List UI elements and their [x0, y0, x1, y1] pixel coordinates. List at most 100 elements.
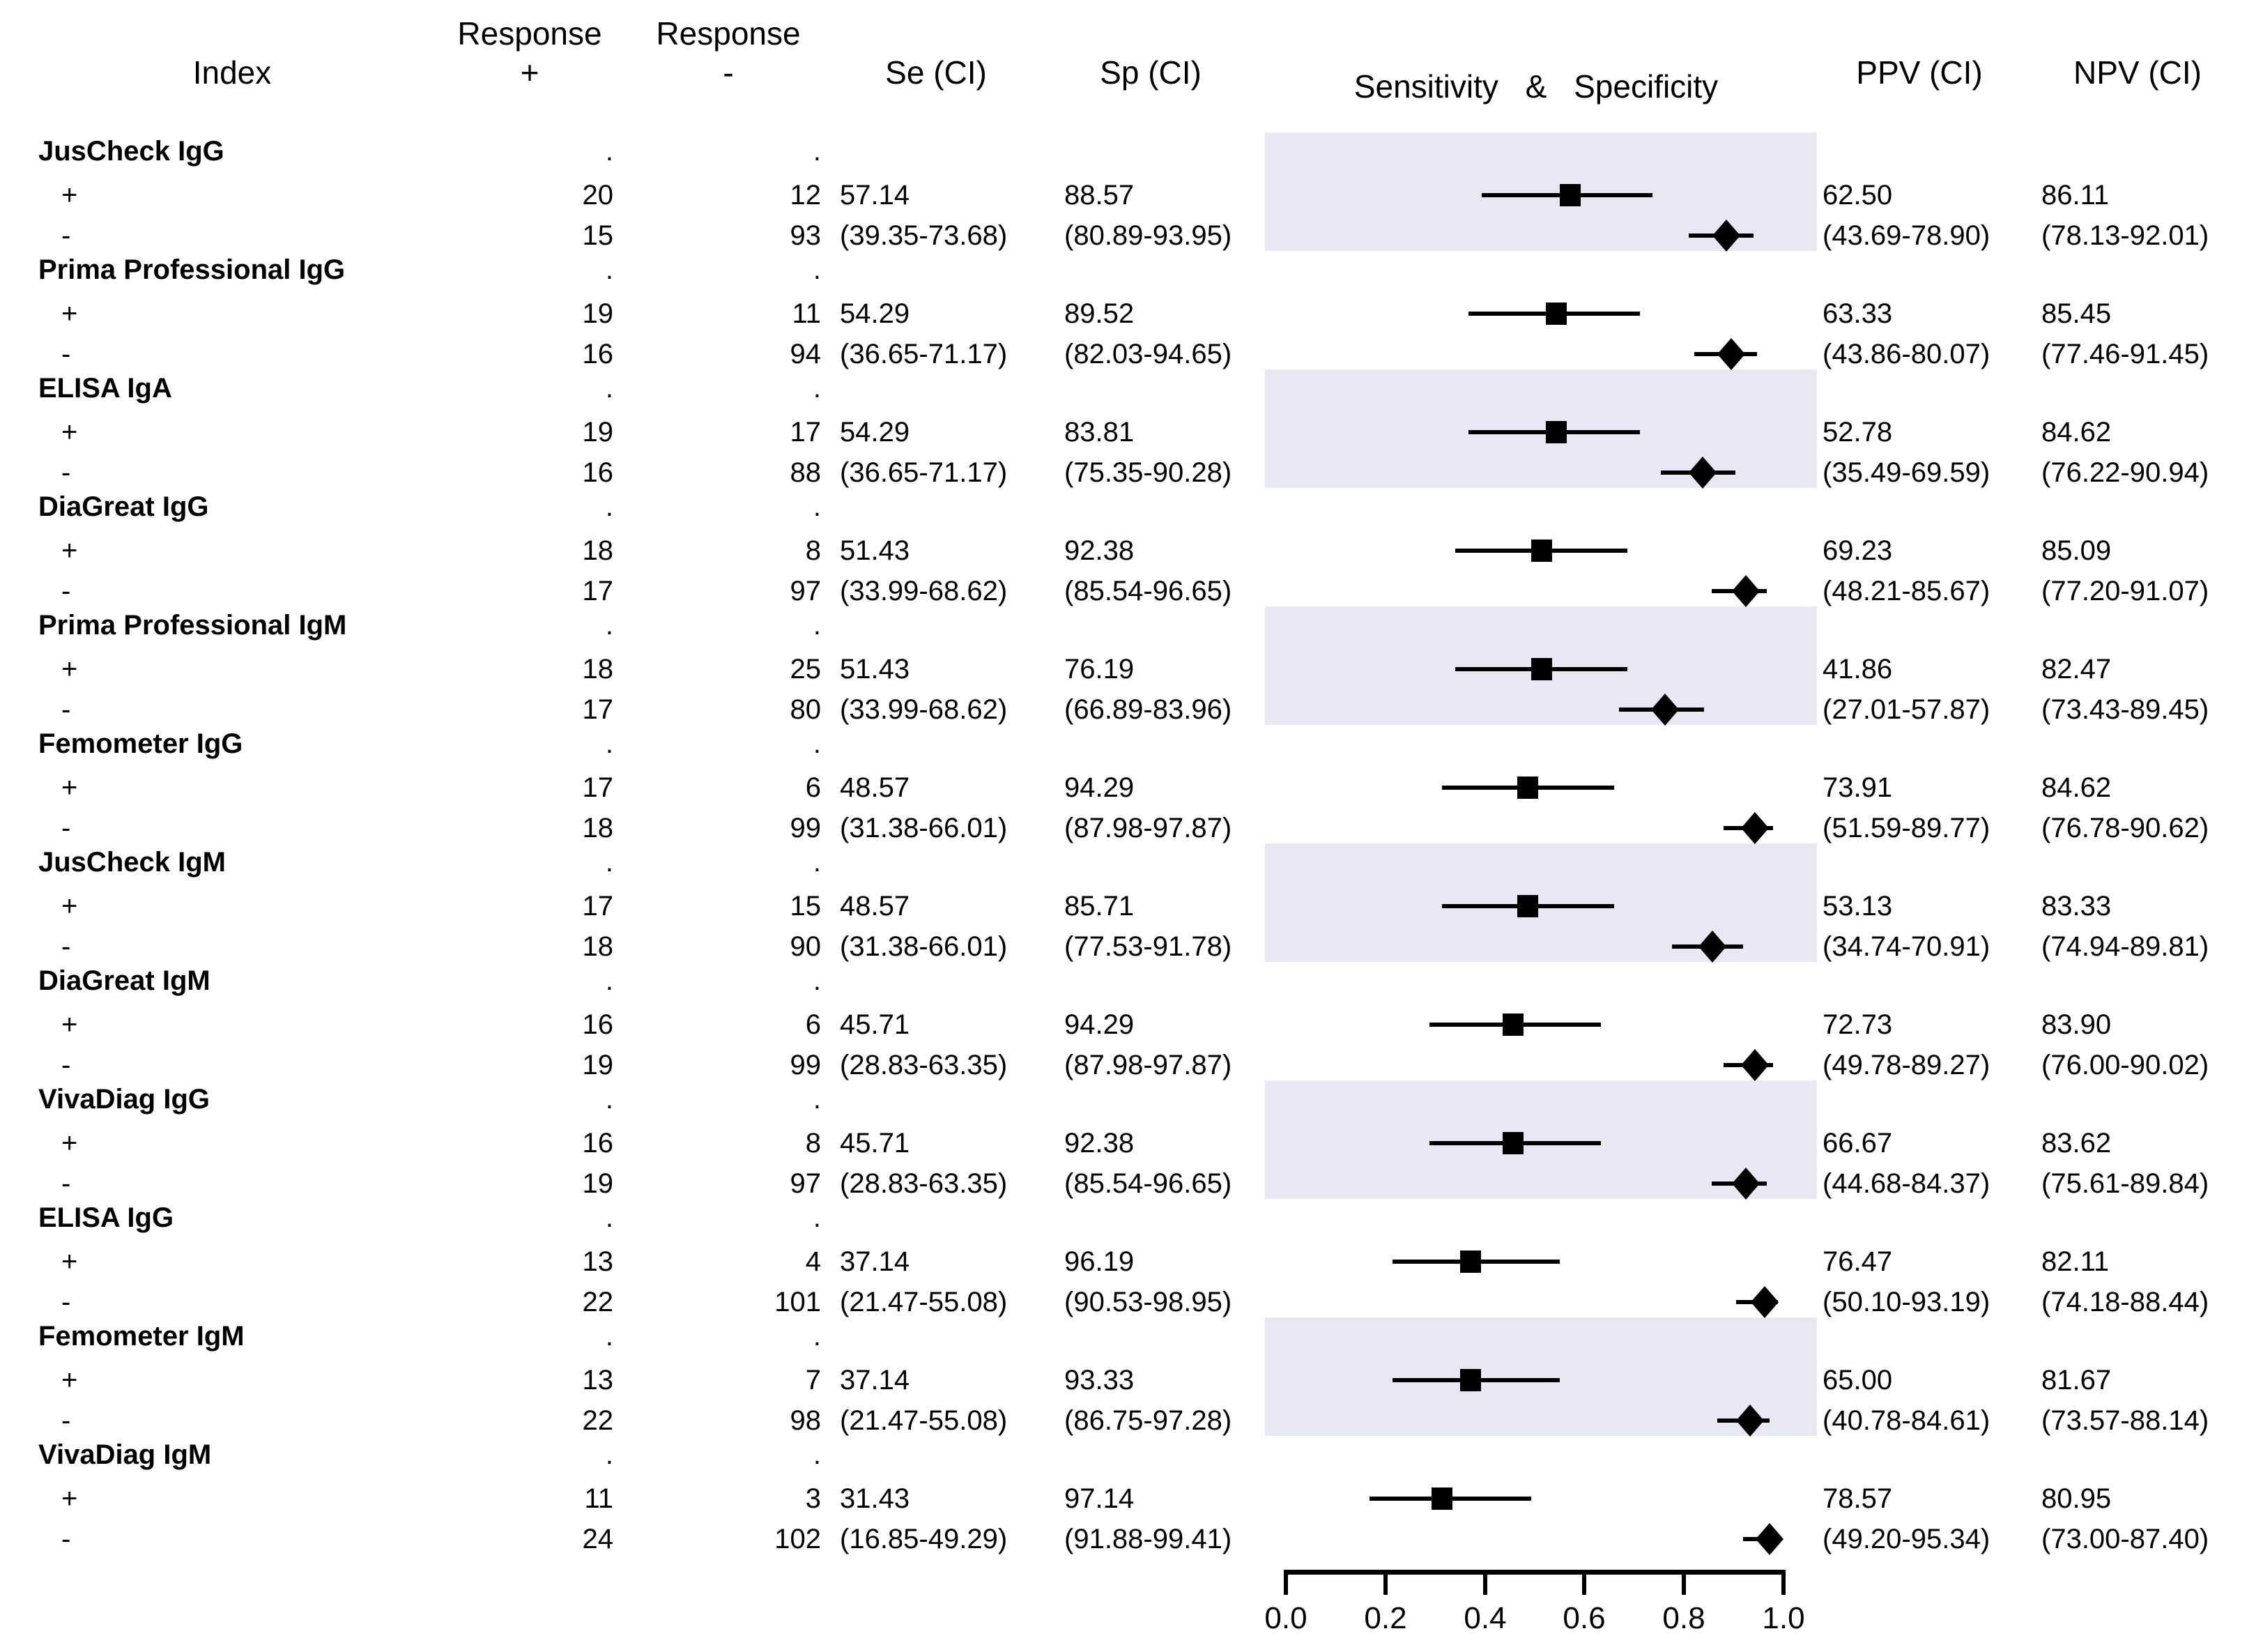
test-name: DiaGreat IgG [38, 491, 209, 522]
response-neg-value: 15 [790, 891, 822, 921]
response-neg-value: 25 [790, 654, 822, 684]
se-value: 54.29 [840, 417, 910, 448]
ppv-ci: (44.68-84.37) [1823, 1168, 1990, 1199]
response-pos-value: 13 [582, 1365, 614, 1395]
ppv-value: 52.78 [1823, 417, 1893, 448]
sp-ci: (85.54-96.65) [1064, 576, 1232, 606]
npv-value: 85.09 [2041, 535, 2112, 566]
specificity-marker [1741, 1049, 1769, 1081]
response-neg-value: 101 [774, 1287, 821, 1317]
sp-ci: (90.53-98.95) [1064, 1287, 1232, 1317]
response-pos-missing-dot: . [605, 254, 613, 285]
row-sign-minus: - [61, 339, 71, 369]
response-neg-value: 8 [805, 535, 821, 566]
npv-value: 86.11 [2041, 180, 2110, 211]
se-value: 51.43 [840, 535, 910, 566]
response-neg-value: 94 [790, 339, 822, 369]
response-neg-missing-dot: . [813, 965, 821, 996]
response-neg-value: 98 [790, 1405, 822, 1436]
col-header-response-pos-line1: Response [457, 15, 602, 52]
sp-ci: (87.98-97.87) [1064, 1050, 1232, 1080]
row-sign-plus: + [61, 180, 78, 211]
row-sign-plus: + [61, 1128, 78, 1158]
response-neg-missing-dot: . [813, 1321, 821, 1352]
npv-ci: (73.57-88.14) [2041, 1405, 2209, 1436]
response-pos-missing-dot: . [605, 1084, 613, 1115]
sensitivity-marker [1546, 303, 1567, 325]
npv-ci: (76.22-90.94) [2041, 457, 2209, 488]
sp-ci: (87.98-97.87) [1064, 813, 1232, 843]
col-header-sp-ci: Sp (CI) [1100, 54, 1202, 91]
npv-ci: (73.00-87.40) [2041, 1524, 2209, 1554]
sp-value: 76.19 [1064, 654, 1135, 684]
response-neg-value: 102 [774, 1524, 821, 1554]
response-pos-value: 11 [584, 1483, 613, 1514]
sp-ci: (66.89-83.96) [1064, 694, 1232, 725]
sensitivity-marker [1517, 777, 1538, 799]
npv-ci: (77.46-91.45) [2041, 339, 2209, 369]
npv-value: 80.95 [2041, 1483, 2112, 1514]
specificity-marker [1751, 1286, 1779, 1318]
test-name: Femometer IgM [38, 1321, 245, 1352]
response-pos-value: 13 [582, 1246, 614, 1277]
test-name: DiaGreat IgM [38, 965, 210, 996]
specificity-marker [1756, 1523, 1783, 1555]
row-sign-minus: - [61, 931, 71, 962]
response-neg-value: 99 [790, 813, 822, 843]
response-pos-value: 22 [582, 1405, 614, 1436]
axis-tick-label: 0.0 [1264, 1601, 1307, 1635]
sp-ci: (77.53-91.78) [1064, 931, 1232, 962]
test-name: Prima Professional IgM [38, 610, 347, 641]
row-sign-minus: - [61, 1050, 71, 1080]
ppv-ci: (50.10-93.19) [1823, 1287, 1990, 1317]
se-value: 45.71 [840, 1009, 910, 1040]
ppv-ci: (49.20-95.34) [1823, 1524, 1990, 1554]
row-shading-band [1265, 1080, 1817, 1199]
axis-tick-label: 0.6 [1563, 1601, 1606, 1635]
axis-tick [1682, 1570, 1686, 1595]
response-pos-missing-dot: . [605, 1321, 613, 1352]
se-ci: (21.47-55.08) [840, 1287, 1008, 1317]
axis-tick [1483, 1570, 1487, 1595]
response-pos-missing-dot: . [605, 610, 613, 641]
test-name: VivaDiag IgG [38, 1084, 210, 1115]
se-value: 45.71 [840, 1128, 910, 1158]
response-pos-value: 16 [582, 1009, 614, 1040]
response-neg-missing-dot: . [813, 1202, 821, 1233]
ppv-value: 73.91 [1823, 772, 1893, 803]
ppv-value: 76.47 [1823, 1246, 1893, 1277]
test-name: VivaDiag IgM [38, 1439, 212, 1470]
response-neg-value: 97 [790, 576, 822, 606]
response-pos-missing-dot: . [605, 136, 613, 167]
sp-value: 94.29 [1064, 772, 1135, 803]
se-value: 54.29 [840, 298, 910, 329]
sp-value: 96.19 [1064, 1246, 1135, 1277]
sensitivity-marker [1546, 421, 1567, 443]
response-pos-value: 17 [582, 772, 614, 803]
ppv-value: 72.73 [1823, 1009, 1893, 1040]
sensitivity-marker [1460, 1251, 1481, 1273]
sp-value: 92.38 [1064, 1128, 1135, 1158]
col-header-ppv-ci: PPV (CI) [1856, 54, 1983, 91]
npv-ci: (73.43-89.45) [2041, 694, 2209, 725]
col-header-sensitivity-specificity: Sensitivity & Specificity [1353, 68, 1719, 105]
test-name: JusCheck IgM [38, 847, 226, 878]
se-ci: (39.35-73.68) [840, 220, 1008, 251]
axis-tick [1582, 1570, 1586, 1595]
col-header-npv-ci: NPV (CI) [2073, 54, 2202, 91]
row-sign-minus: - [61, 220, 71, 251]
col-header-se-ci: Se (CI) [885, 54, 987, 91]
se-ci: (36.65-71.17) [840, 457, 1008, 488]
response-neg-value: 4 [805, 1246, 821, 1277]
npv-ci: (74.18-88.44) [2041, 1287, 2209, 1317]
axis-tick-label: 0.4 [1464, 1601, 1507, 1635]
npv-ci: (77.20-91.07) [2041, 576, 2209, 606]
se-value: 31.43 [840, 1483, 910, 1514]
response-pos-missing-dot: . [605, 491, 613, 522]
test-name: JusCheck IgG [38, 136, 224, 167]
ppv-ci: (27.01-57.87) [1823, 694, 1990, 725]
sensitivity-marker [1460, 1369, 1481, 1391]
npv-ci: (75.61-89.84) [2041, 1168, 2209, 1199]
npv-value: 83.33 [2041, 891, 2112, 921]
response-pos-value: 19 [582, 417, 614, 448]
